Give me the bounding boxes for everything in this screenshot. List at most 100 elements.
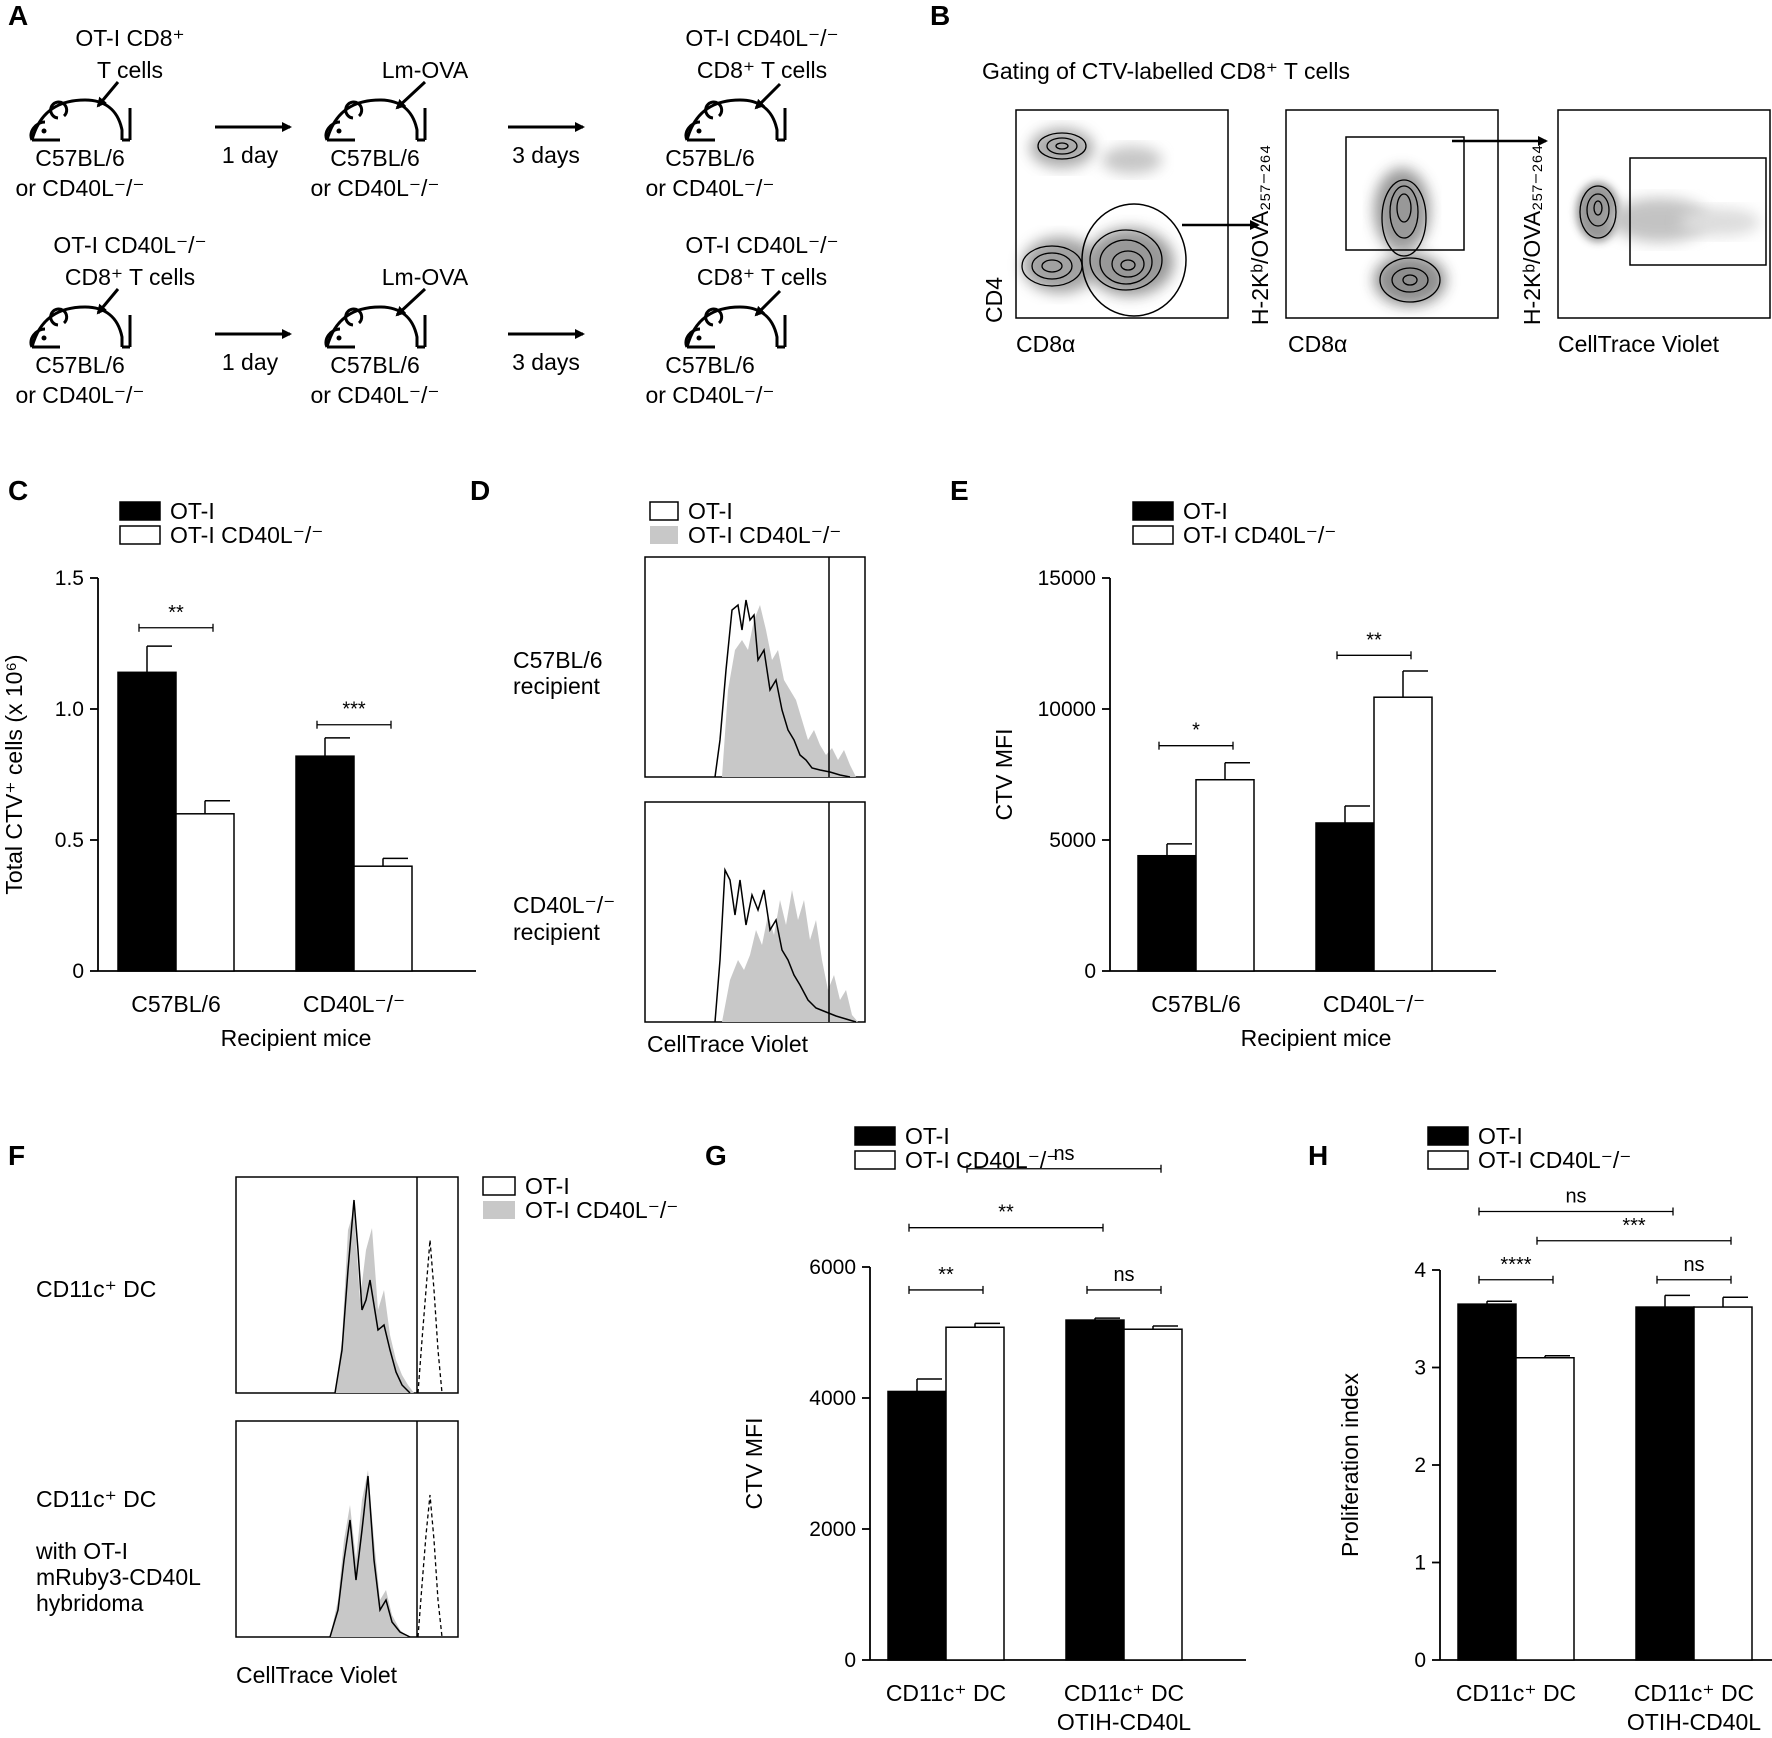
- row2-mouse3-bottom-line2: or CD40L⁻/⁻: [645, 382, 774, 408]
- x-category-label: CD40L⁻/⁻: [1323, 991, 1425, 1017]
- panel-letter-E: E: [950, 475, 969, 506]
- row2-mouse1-bottom-line2: or CD40L⁻/⁻: [15, 382, 144, 408]
- row2-mouse1-top-line1: OT-I CD40L⁻/⁻: [53, 232, 206, 258]
- gating-plot-1-ylabel: CD4: [981, 277, 1007, 323]
- y-tick-label: 10000: [1038, 698, 1096, 721]
- row2-mouse3-top-line2: CD8⁺ T cells: [697, 264, 827, 290]
- legend-label: OT-I CD40L⁻/⁻: [1183, 522, 1336, 548]
- injection-arrow-icon: [96, 81, 120, 108]
- y-tick-label: 6000: [809, 1256, 856, 1279]
- row2-mouse2-bottom-line1: C57BL/6: [330, 352, 420, 378]
- bar: [945, 1326, 1005, 1661]
- y-axis-title: Total CTV⁺ cells (x 10⁶): [1, 654, 27, 894]
- panel-letter-D: D: [470, 475, 490, 506]
- histogram-line-ot-i: [329, 1475, 411, 1638]
- gating-plot-3-ylabel: H-2Kᵇ/OVA₂₅₇₋₂₆₄: [1519, 145, 1545, 325]
- y-tick-label: 1.5: [55, 567, 84, 590]
- legend-label: OT-I: [170, 498, 215, 524]
- panel-b-title: Gating of CTV-labelled CD8⁺ T cells: [982, 58, 1350, 84]
- panel-f-row1-label: CD11c⁺ DC: [36, 1276, 156, 1302]
- panel-f-row2-label-line1: CD11c⁺ DC: [36, 1486, 156, 1512]
- bar: [1693, 1306, 1753, 1661]
- bar: [295, 755, 355, 972]
- x-category-label: CD40L⁻/⁻: [303, 991, 405, 1017]
- y-tick-label: 5000: [1049, 829, 1096, 852]
- significance-label: ns: [1113, 1264, 1134, 1286]
- injection-arrow-icon: [754, 289, 782, 317]
- row1-mouse3-top-line2: CD8⁺ T cells: [697, 57, 827, 83]
- significance-label: *: [1192, 720, 1200, 742]
- injection-arrow-icon: [395, 80, 427, 110]
- row2-mouse2-bottom-line2: or CD40L⁻/⁻: [310, 382, 439, 408]
- legend-swatch-cd40l-ko: [650, 526, 678, 544]
- row2-arrow2-label: 3 days: [512, 349, 580, 375]
- row2-mouse2-top-line2: Lm-OVA: [382, 264, 469, 290]
- x-axis-title: Recipient mice: [1241, 1025, 1392, 1051]
- significance-label: ***: [1622, 1215, 1646, 1237]
- injection-arrow-icon: [395, 287, 427, 317]
- panel-d-row1-label-line1: C57BL/6: [513, 647, 603, 673]
- y-tick-label: 3: [1414, 1357, 1426, 1380]
- mouse-icon: [29, 98, 132, 142]
- x-category-label: OTIH-CD40L: [1627, 1709, 1761, 1735]
- panel-d-legend-ot-i: OT-I: [688, 498, 733, 524]
- row1-mouse2-bottom-line1: C57BL/6: [330, 145, 420, 171]
- bar: [1315, 822, 1375, 972]
- histogram-fill-cd40l-ko: [722, 890, 858, 1022]
- row1-arrow1-label: 1 day: [222, 142, 279, 168]
- panel-f-row2-label-line3: with OT-I: [35, 1538, 128, 1564]
- gating-plot-2-ylabel: H-2Kᵇ/OVA₂₅₇₋₂₆₄: [1247, 145, 1273, 325]
- injection-arrow-icon: [754, 82, 782, 110]
- legend-label: OT-I: [905, 1123, 950, 1149]
- legend-swatch: [119, 525, 161, 545]
- bar: [1065, 1319, 1125, 1661]
- y-axis-title: CTV MFI: [741, 1418, 767, 1510]
- x-category-label: CD11c⁺ DC: [886, 1680, 1006, 1706]
- panel-d-histograms: OT-I OT-I CD40L⁻/⁻ C57BL/6 recipient CD4…: [513, 498, 866, 1057]
- bar: [1137, 854, 1197, 972]
- y-axis-title: CTV MFI: [991, 729, 1017, 821]
- histogram-bottom: CD11c⁺ DC with OT-I mRuby3-CD40L hybrido…: [35, 1420, 459, 1638]
- panel-d-xlabel: CellTrace Violet: [647, 1031, 809, 1057]
- panel-a-row-1: OT-I CD8⁺ T cells C57BL/6 or CD40L⁻/⁻ 1 …: [15, 25, 838, 201]
- panel-f-legend-cd40l-ko: OT-I CD40L⁻/⁻: [525, 1197, 678, 1223]
- density-cloud: [1022, 128, 1174, 296]
- x-category-label: CD11c⁺ DC: [1064, 1680, 1184, 1706]
- significance-label: ns: [1683, 1254, 1704, 1276]
- cd8-gate: [1081, 203, 1187, 317]
- legend-swatch-ot-i: [649, 501, 679, 521]
- contour-lines: [1379, 179, 1441, 303]
- panel-f-legend-ot-i: OT-I: [525, 1173, 570, 1199]
- significance-label: **: [998, 1202, 1014, 1224]
- y-tick-label: 0: [844, 1649, 856, 1672]
- gating-plot-1-xlabel: CD8α: [1016, 331, 1075, 357]
- mouse-icon: [684, 98, 787, 142]
- legend-swatch: [1132, 525, 1174, 545]
- row1-mouse1-top-line2: T cells: [97, 57, 163, 83]
- y-tick-label: 4000: [809, 1387, 856, 1410]
- histogram-bottom: CD40L⁻/⁻ recipient: [513, 801, 866, 1023]
- panel-f-row2-label-line4: mRuby3-CD40L: [36, 1564, 201, 1590]
- y-tick-label: 2000: [809, 1518, 856, 1541]
- legend-swatch: [1132, 501, 1174, 521]
- row2-mouse3-bottom-line1: C57BL/6: [665, 352, 755, 378]
- row1-mouse3-bottom-line1: C57BL/6: [665, 145, 755, 171]
- mouse-icon: [324, 305, 427, 349]
- bar-chart-h: 0 1 2 3 4 Proliferation index **** ns *** ns CD11c…: [1337, 1123, 1772, 1735]
- legend-swatch: [1427, 1126, 1469, 1146]
- panel-letter-H: H: [1308, 1140, 1328, 1171]
- legend-label: OT-I CD40L⁻/⁻: [905, 1147, 1058, 1173]
- panel-d-row2-label-line2: recipient: [513, 919, 601, 945]
- bar: [1515, 1357, 1575, 1661]
- y-tick-label: 0: [72, 960, 84, 983]
- row1-arrow2-label: 3 days: [512, 142, 580, 168]
- panel-b-gating: Gating of CTV-labelled CD8⁺ T cells: [981, 58, 1771, 357]
- histogram-fill-cd40l-ko: [330, 1470, 408, 1637]
- x-category-label: CD11c⁺ DC: [1456, 1680, 1576, 1706]
- y-tick-label: 15000: [1038, 567, 1096, 590]
- gating-plot-1: CD8α CD4: [981, 109, 1260, 357]
- row2-mouse1-top-line2: CD8⁺ T cells: [65, 264, 195, 290]
- y-axis-title: Proliferation index: [1337, 1372, 1363, 1557]
- significance-label: **: [938, 1264, 954, 1286]
- bar: [1635, 1306, 1695, 1661]
